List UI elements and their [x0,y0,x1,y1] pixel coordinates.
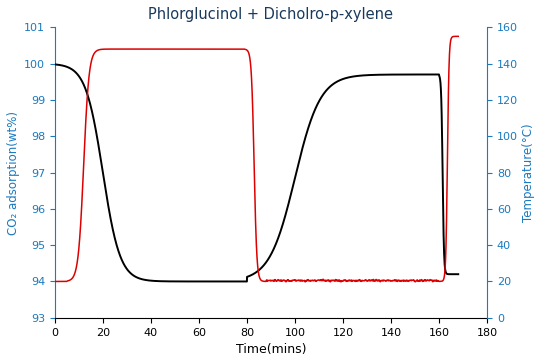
X-axis label: Time(mins): Time(mins) [236,343,306,356]
Y-axis label: CO₂ adsorption(wt%): CO₂ adsorption(wt%) [7,110,20,234]
Title: Phlorglucinol + Dicholro-p-xylene: Phlorglucinol + Dicholro-p-xylene [149,7,393,22]
Y-axis label: Temperature(°C): Temperature(°C) [522,123,535,222]
